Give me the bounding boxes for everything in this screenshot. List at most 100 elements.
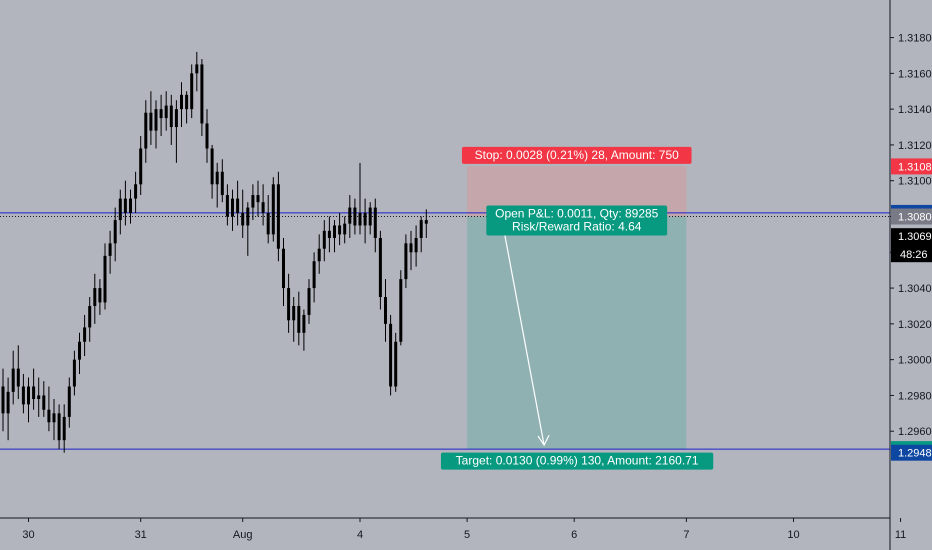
candle-body	[246, 207, 250, 226]
candle	[129, 189, 132, 224]
candle-body	[164, 105, 168, 119]
candle	[343, 216, 347, 244]
candle-body	[83, 327, 87, 342]
candle-body	[6, 391, 10, 414]
candle	[246, 202, 250, 256]
time-tick-label: 11	[895, 529, 906, 541]
candle	[389, 314, 393, 396]
candle	[118, 189, 122, 235]
candle	[72, 350, 76, 396]
candle-body	[373, 207, 377, 238]
target-label-text: Target: 0.0130 (0.99%) 130, Amount: 2160…	[456, 454, 699, 468]
candle-body	[180, 94, 183, 110]
candle-body	[52, 413, 56, 423]
candle-body	[57, 413, 61, 441]
candle-body	[37, 395, 41, 400]
candle	[185, 91, 189, 124]
candle	[11, 350, 15, 405]
candle-body	[297, 305, 301, 333]
candle-body	[333, 225, 336, 238]
candle-body	[327, 230, 331, 238]
current-price-tag-bg	[891, 228, 932, 263]
time-axis[interactable]: 30 31 Aug 4 5 6 7 10 11	[0, 517, 906, 541]
candle	[251, 184, 255, 221]
price-tag[interactable]: 1.2948	[891, 444, 932, 461]
bar-countdown-label: 48:26	[900, 249, 928, 261]
price-axis[interactable]: 1.29601.29801.30001.30201.30401.30601.30…	[889, 0, 932, 550]
candle-body	[190, 73, 194, 110]
stop-label[interactable]: Stop: 0.0028 (0.21%) 28, Amount: 750	[461, 146, 692, 164]
candle	[333, 220, 336, 253]
candle-body	[378, 237, 382, 298]
candle-body	[287, 288, 291, 321]
price-tag[interactable]: 1.3108	[891, 158, 932, 175]
candle	[236, 180, 240, 226]
candle	[134, 171, 138, 213]
candle	[338, 212, 342, 246]
candle	[190, 64, 194, 119]
plot-area[interactable]: Stop: 0.0028 (0.21%) 28, Amount: 750 Open…	[0, 51, 890, 470]
candle	[276, 171, 280, 262]
candle	[210, 144, 214, 199]
current-price-tag[interactable]: 1.3069 48:26	[891, 228, 932, 263]
candle-body	[78, 341, 81, 360]
candle	[312, 252, 316, 303]
candle	[353, 198, 357, 235]
candle	[200, 59, 204, 136]
candle-body	[118, 198, 122, 221]
candle	[42, 381, 46, 417]
candle	[225, 184, 229, 226]
candle	[195, 51, 199, 92]
candle	[67, 377, 71, 428]
candle	[297, 291, 301, 346]
take-profit-zone[interactable]	[467, 216, 687, 450]
candle	[317, 234, 321, 274]
candle	[424, 209, 428, 238]
candle-body	[205, 123, 209, 149]
candle	[78, 332, 81, 374]
candle-body	[32, 386, 36, 400]
candle	[103, 243, 107, 310]
candle-body	[419, 220, 423, 238]
candle	[384, 279, 387, 342]
candle	[302, 309, 306, 351]
stop-label-text: Stop: 0.0028 (0.21%) 28, Amount: 750	[475, 148, 679, 162]
price-tag-bg	[891, 444, 932, 461]
price-tick-label: 1.3040	[898, 283, 932, 295]
candle	[180, 82, 183, 128]
candle-body	[159, 109, 163, 119]
candle	[307, 279, 311, 324]
candle-body	[93, 288, 97, 306]
candle-body	[1, 386, 5, 414]
candle	[57, 404, 61, 450]
price-tag-label: 1.3080	[898, 212, 932, 224]
candle	[287, 273, 291, 333]
candle-body	[363, 212, 367, 226]
pnl-label[interactable]: Open P&L: 0.0011, Qty: 89285Risk/Reward …	[486, 205, 668, 236]
candle-body	[185, 94, 189, 110]
position-arrow-head	[537, 434, 550, 447]
target-label-bg	[440, 452, 714, 470]
candle-body	[103, 255, 107, 303]
price-tick-label: 1.3000	[898, 355, 932, 367]
price-tick-label: 1.3160	[898, 68, 932, 80]
candle	[159, 94, 163, 136]
candle	[231, 189, 234, 231]
candle	[123, 180, 127, 226]
candle-body	[195, 64, 199, 74]
price-tag-bg	[891, 158, 932, 175]
candle-body	[292, 305, 296, 321]
candle-body	[67, 386, 71, 417]
price-tick-label: 1.2960	[898, 426, 932, 438]
candle-body	[225, 195, 229, 217]
price-tag[interactable]: 1.3080	[891, 208, 932, 225]
candle-body	[123, 198, 127, 213]
candle	[394, 332, 398, 392]
candle-body	[276, 184, 280, 249]
candle	[363, 198, 367, 244]
candle-body	[154, 109, 158, 131]
target-label[interactable]: Target: 0.0130 (0.99%) 130, Amount: 2160…	[440, 452, 714, 470]
candle-body	[139, 148, 143, 185]
candle-body	[144, 112, 148, 149]
